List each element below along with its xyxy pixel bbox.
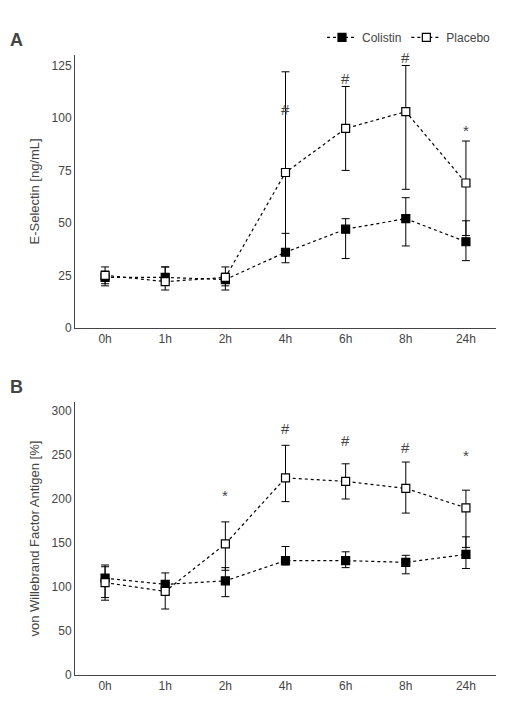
svg-text:200: 200 (52, 492, 72, 506)
svg-text:von Willebrand Factor Antigen: von Willebrand Factor Antigen [%] (27, 441, 42, 637)
svg-text:25: 25 (58, 269, 72, 283)
svg-text:8h: 8h (399, 679, 412, 693)
svg-text:#: # (341, 432, 350, 449)
svg-text:6h: 6h (339, 332, 352, 346)
svg-text:4h: 4h (279, 679, 292, 693)
svg-text:0h: 0h (98, 679, 111, 693)
svg-text:100: 100 (52, 580, 72, 594)
svg-text:75: 75 (58, 164, 72, 178)
svg-text:1h: 1h (159, 679, 172, 693)
svg-text:*: * (463, 447, 469, 464)
svg-text:150: 150 (52, 536, 72, 550)
svg-text:2h: 2h (219, 332, 232, 346)
svg-text:8h: 8h (399, 332, 412, 346)
svg-text:A: A (10, 30, 23, 50)
svg-text:2h: 2h (219, 679, 232, 693)
svg-text:*: * (222, 487, 228, 504)
svg-text:50: 50 (58, 624, 72, 638)
svg-text:Colistin: Colistin (362, 31, 401, 45)
svg-text:E-Selectin [ng/mL]: E-Selectin [ng/mL] (27, 138, 42, 244)
svg-text:#: # (281, 101, 290, 118)
svg-text:100: 100 (52, 111, 72, 125)
svg-text:0h: 0h (98, 332, 111, 346)
svg-text:24h: 24h (456, 332, 476, 346)
svg-text:6h: 6h (339, 679, 352, 693)
svg-text:#: # (401, 49, 410, 66)
svg-text:#: # (341, 70, 350, 87)
svg-text:*: * (463, 122, 469, 139)
svg-text:Placebo: Placebo (446, 31, 490, 45)
svg-text:1h: 1h (159, 332, 172, 346)
svg-text:125: 125 (52, 59, 72, 73)
svg-text:50: 50 (58, 216, 72, 230)
svg-text:#: # (401, 439, 410, 456)
svg-text:250: 250 (52, 448, 72, 462)
svg-text:24h: 24h (456, 679, 476, 693)
svg-text:0: 0 (65, 321, 72, 335)
svg-text:0: 0 (65, 668, 72, 682)
svg-text:B: B (10, 377, 23, 397)
svg-text:4h: 4h (279, 332, 292, 346)
svg-text:300: 300 (52, 404, 72, 418)
svg-text:#: # (281, 420, 290, 437)
